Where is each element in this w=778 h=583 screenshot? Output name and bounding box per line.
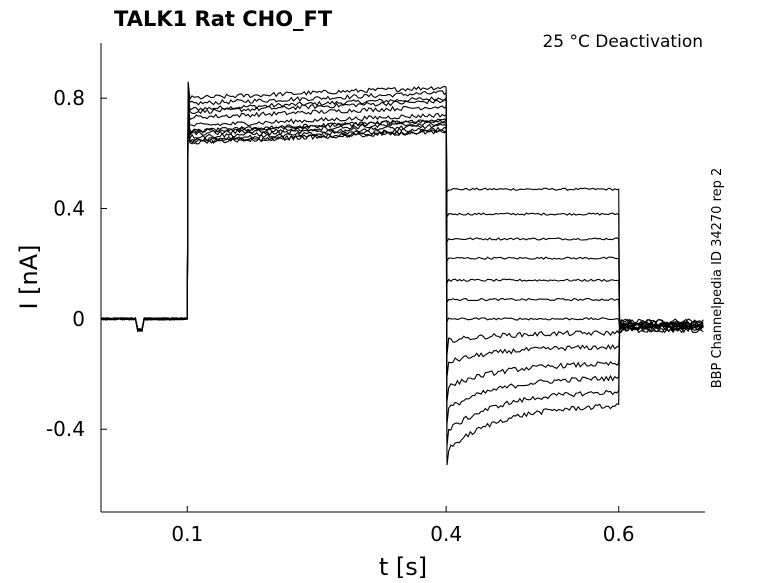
plot-area [100,81,704,466]
x-axis-label: t [s] [379,553,427,581]
current-trace-13 [100,125,704,466]
current-trace-12 [100,117,704,446]
current-trace-4 [100,95,704,332]
condition-annotation: 25 °C Deactivation [542,32,703,52]
current-trace-10 [100,114,704,402]
side-id-label: BBP Channelpedia ID 34270 rep 2 [710,168,725,389]
y-axis-label: I [nA] [15,244,43,309]
current-trace-3 [100,81,704,333]
y-tick-label: -0.4 [46,417,85,441]
chart-title: TALK1 Rat CHO_FT [114,7,333,31]
y-tick-label: 0.4 [53,197,85,221]
x-tick-group: 0.1 0.4 0.6 [171,506,635,546]
current-trace-5 [100,100,704,333]
x-tick-label: 0.4 [430,522,462,546]
y-tick-label: 0.8 [53,86,85,110]
current-trace-6 [100,109,704,333]
current-trace-11 [100,122,704,424]
x-tick-label: 0.6 [603,522,635,546]
x-tick-label: 0.1 [171,522,203,546]
y-tick-label: 0 [72,307,85,331]
y-tick-group: -0.4 0 0.4 0.8 [46,86,107,441]
current-trace-1 [100,92,704,332]
current-trace-2 [100,87,704,332]
